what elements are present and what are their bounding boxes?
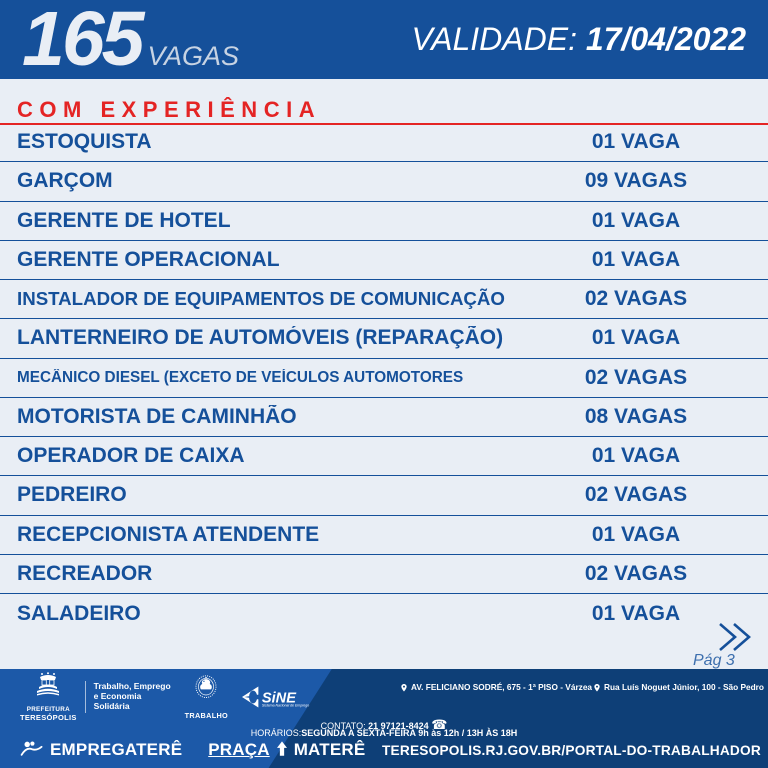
svg-text:Sistema Nacional de Emprego: Sistema Nacional de Emprego <box>262 704 309 708</box>
